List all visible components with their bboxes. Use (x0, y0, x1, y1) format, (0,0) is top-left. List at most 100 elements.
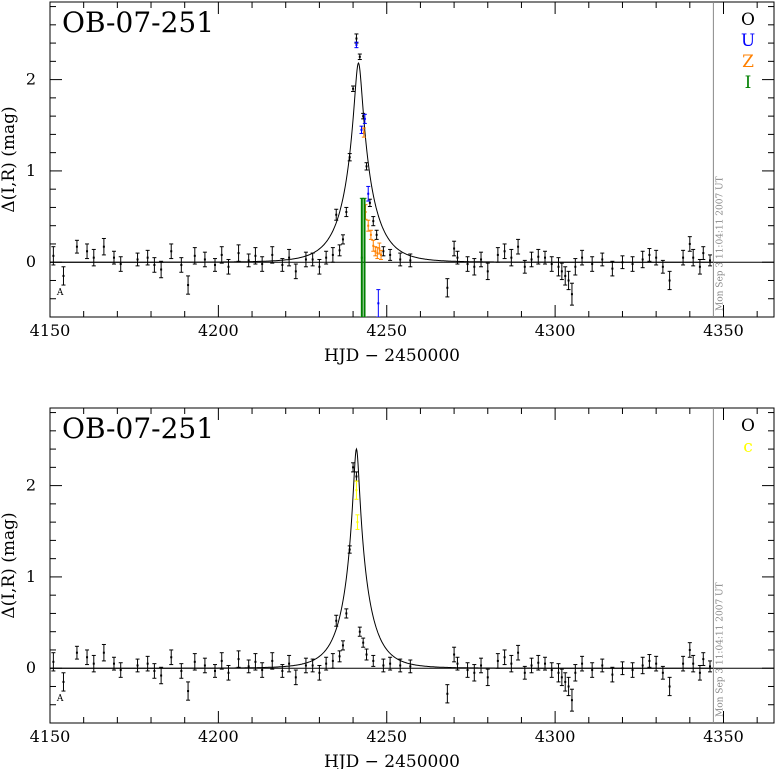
data-point (330, 653, 335, 669)
point-marker (153, 263, 156, 266)
point-marker (641, 258, 644, 261)
data-point (169, 649, 174, 666)
data-point (74, 645, 79, 660)
point-marker (352, 87, 355, 90)
point-marker (537, 661, 540, 664)
point-marker (581, 662, 584, 665)
point-marker (376, 252, 379, 255)
data-point (708, 254, 713, 267)
point-marker (698, 265, 701, 268)
point-marker (214, 669, 217, 672)
point-marker (567, 685, 570, 688)
point-marker (335, 619, 338, 622)
point-marker (372, 659, 375, 662)
point-marker (136, 258, 139, 261)
point-marker (367, 224, 370, 227)
data-point (270, 652, 275, 670)
x-tick-label: 4250 (366, 727, 407, 746)
data-point (340, 234, 345, 245)
x-tick-label: 4200 (198, 321, 239, 340)
chart-title: OB-07-251 (62, 6, 214, 39)
x-axis-label: HJD − 2450000 (324, 346, 460, 366)
data-point (573, 258, 578, 276)
point-marker (480, 664, 483, 667)
legend-entry: c (743, 437, 753, 457)
data-point (479, 657, 484, 674)
y-tick-label: 1 (26, 567, 36, 586)
x-tick-label: 4350 (703, 727, 744, 746)
point-marker (550, 669, 553, 672)
point-marker (648, 253, 651, 256)
point-marker (570, 293, 573, 296)
point-marker (503, 656, 506, 659)
point-marker (409, 665, 412, 668)
data-point (630, 256, 635, 272)
point-marker (363, 256, 366, 259)
x-tick-label: 4350 (703, 321, 744, 340)
corner-mark: A (56, 694, 64, 704)
data-point (559, 668, 564, 687)
data-point (347, 153, 352, 162)
data-point (213, 664, 218, 678)
data-point (186, 275, 191, 295)
data-point (152, 257, 157, 273)
point-marker (160, 268, 163, 271)
data-point (186, 681, 191, 701)
point-marker (325, 256, 328, 259)
y-tick-label: 0 (26, 252, 36, 271)
data-point (697, 258, 702, 275)
data-point (169, 243, 174, 260)
point-marker (655, 256, 658, 259)
data-point (159, 260, 164, 279)
point-marker (62, 274, 65, 277)
point-marker (288, 662, 291, 665)
point-marker (227, 265, 230, 268)
point-marker (399, 664, 402, 667)
data-point (667, 676, 672, 697)
point-marker (446, 692, 449, 695)
data-point (691, 248, 696, 267)
point-marker (227, 671, 230, 674)
point-marker (621, 261, 624, 264)
data-point (371, 654, 376, 667)
point-marker (136, 664, 139, 667)
point-marker (377, 302, 380, 305)
point-marker (453, 247, 456, 250)
data-point (569, 282, 574, 306)
x-tick-label: 4250 (366, 321, 407, 340)
point-marker (355, 43, 358, 46)
data-point (708, 660, 713, 673)
point-marker (271, 253, 274, 256)
data-point (135, 658, 140, 673)
point-marker (341, 644, 344, 647)
point-marker (631, 263, 634, 266)
point-marker (112, 662, 115, 665)
data-point (145, 655, 150, 672)
point-marker (335, 213, 338, 216)
data-point (344, 608, 349, 619)
data-point (379, 249, 384, 260)
point-marker (601, 664, 604, 667)
point-marker (75, 245, 78, 248)
data-point (192, 653, 197, 671)
data-point (118, 256, 123, 272)
point-marker (486, 270, 489, 273)
point-marker (52, 254, 55, 257)
data-point (543, 656, 548, 671)
data-point (371, 216, 376, 227)
chart-title: OB-07-251 (62, 412, 214, 445)
point-marker (348, 156, 351, 159)
point-marker (564, 274, 567, 277)
data-point (344, 206, 349, 218)
data-point (472, 258, 477, 276)
point-marker (473, 671, 476, 674)
point-marker (331, 253, 334, 256)
data-point (287, 248, 292, 267)
data-point (610, 666, 615, 683)
point-marker (641, 664, 644, 667)
data-point (361, 127, 366, 138)
data-point (536, 248, 541, 265)
data-point (381, 658, 386, 673)
data-point (330, 247, 335, 263)
